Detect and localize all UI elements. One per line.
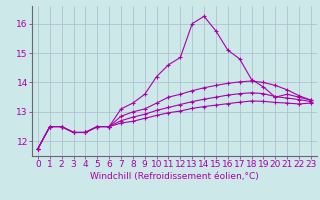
X-axis label: Windchill (Refroidissement éolien,°C): Windchill (Refroidissement éolien,°C) xyxy=(90,172,259,181)
